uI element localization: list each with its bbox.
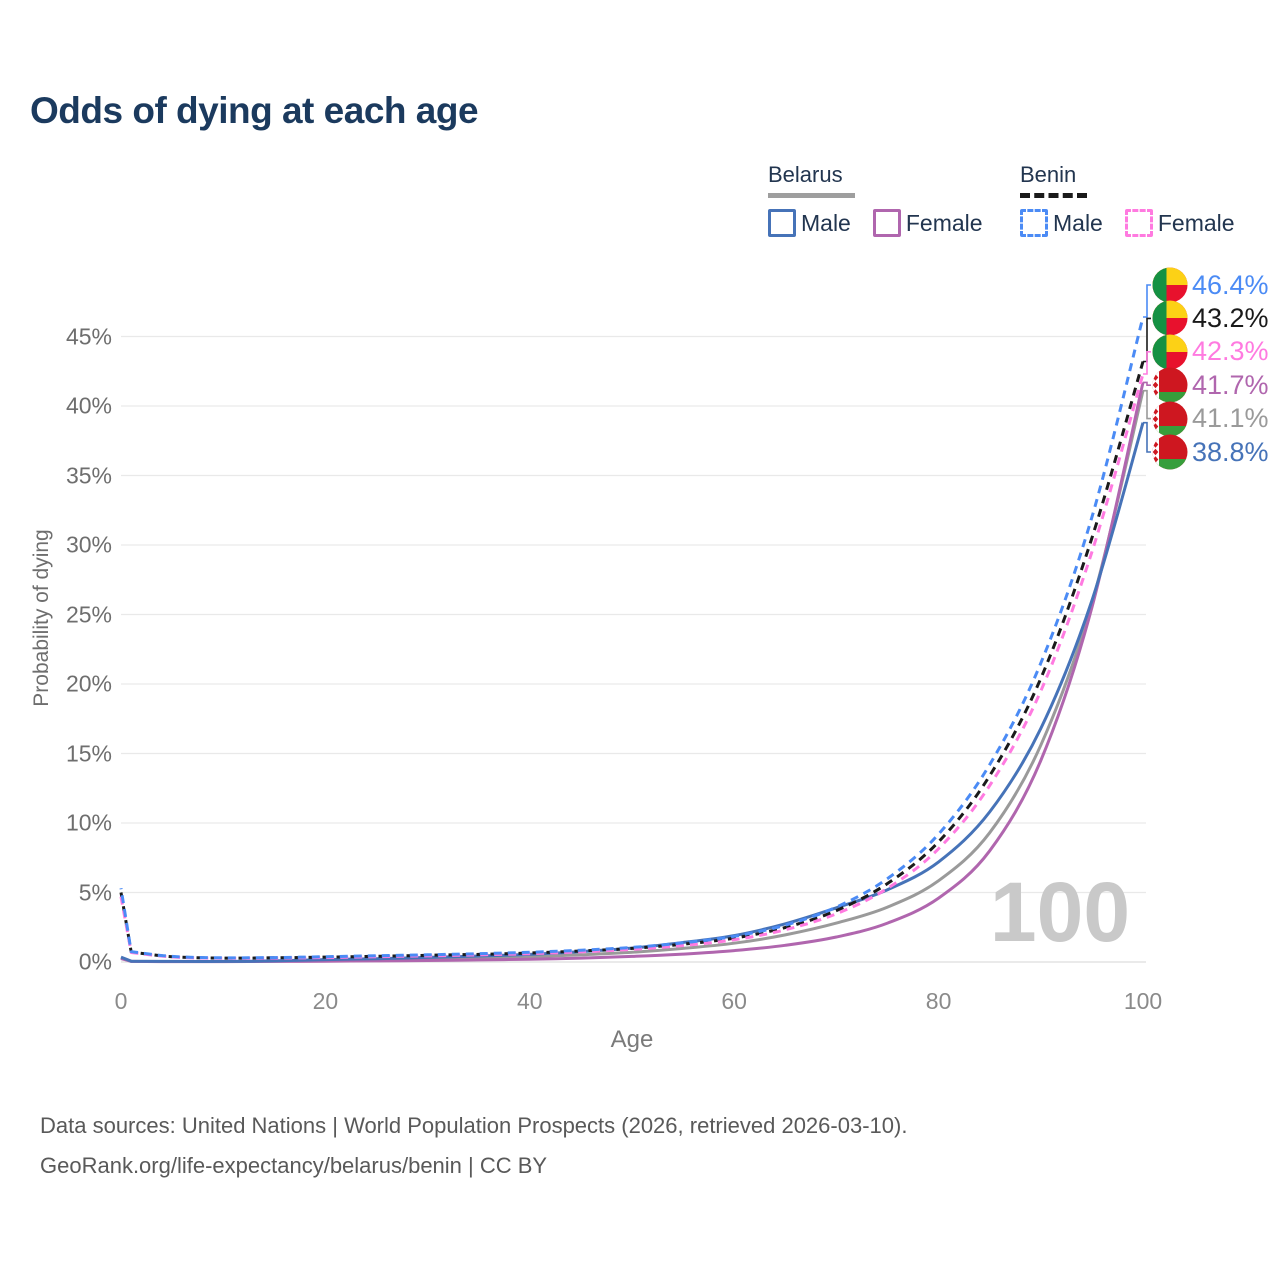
x-tick-label: 80 xyxy=(925,988,952,1014)
end-label-benin-female: 42.3% xyxy=(1152,334,1269,370)
end-label-benin-male: 46.4% xyxy=(1152,267,1269,303)
series-line-benin-female xyxy=(119,373,1145,960)
legend-item-benin-male[interactable]: Male xyxy=(1020,209,1103,237)
benin-male-swatch-icon xyxy=(1020,209,1048,237)
end-label-value: 46.4% xyxy=(1192,269,1269,300)
y-tick-label: 10% xyxy=(65,809,112,836)
end-label-connector xyxy=(1143,381,1151,386)
end-label-benin-total: 43.2% xyxy=(1152,300,1269,336)
series-line-belarus-male xyxy=(120,422,1145,963)
belarus-male-swatch-icon xyxy=(768,209,796,237)
y-tick-label: 30% xyxy=(65,531,112,558)
x-tick-label: 20 xyxy=(312,988,339,1014)
legend-belarus-label: Belarus xyxy=(768,162,843,187)
legend-item-belarus-male[interactable]: Male xyxy=(768,209,851,237)
end-label-belarus-female: 41.7% xyxy=(1152,367,1269,403)
end-label-value: 43.2% xyxy=(1192,302,1269,333)
legend-item-label: Male xyxy=(801,209,851,236)
end-label-connector xyxy=(1143,317,1151,363)
x-tick-label: 40 xyxy=(517,988,543,1014)
belarus-flag-icon xyxy=(1152,367,1188,403)
data-sources-line: Data sources: United Nations | World Pop… xyxy=(40,1113,908,1138)
x-tick-label: 60 xyxy=(721,988,747,1014)
belarus-flag-icon xyxy=(1152,434,1188,470)
y-axis-label: Probability of dying xyxy=(30,529,53,707)
end-label-connector xyxy=(1143,389,1151,420)
footer: Data sources: United Nations | World Pop… xyxy=(40,1106,907,1186)
page-title: Odds of dying at each age xyxy=(30,90,479,131)
legend-group-belarus: Belarus Male Female xyxy=(768,162,1005,237)
legend-item-label: Male xyxy=(1053,209,1103,236)
end-label-value: 41.1% xyxy=(1192,403,1269,434)
x-axis-label: Age xyxy=(610,1026,654,1053)
end-label-belarus-male: 38.8% xyxy=(1152,434,1269,470)
legend-benin-label: Benin xyxy=(1020,162,1077,187)
legend-item-belarus-female[interactable]: Female xyxy=(872,209,983,237)
x-tick-label: 100 xyxy=(1123,988,1163,1014)
y-tick-label: 15% xyxy=(65,740,112,766)
end-label-connector xyxy=(1143,421,1151,453)
series-line-benin-male xyxy=(119,316,1145,960)
benin-flag-icon xyxy=(1152,334,1188,370)
series-line-belarus-female xyxy=(120,382,1145,964)
y-tick-label: 0% xyxy=(78,948,112,975)
attribution-line: GeoRank.org/life-expectancy/belarus/beni… xyxy=(40,1153,548,1178)
age-watermark: 100 xyxy=(990,865,1130,959)
legend-item-label: Female xyxy=(905,209,983,236)
legend-item-benin-female[interactable]: Female xyxy=(1124,209,1235,237)
belarus-female-swatch-icon xyxy=(872,209,901,237)
end-label-connector xyxy=(1143,284,1151,318)
end-label-value: 42.3% xyxy=(1192,336,1269,367)
end-label-value: 38.8% xyxy=(1192,436,1269,467)
series-line-belarus-total xyxy=(120,390,1145,964)
series-line-benin-total xyxy=(119,361,1145,960)
y-tick-label: 35% xyxy=(65,462,112,488)
y-tick-label: 25% xyxy=(65,601,112,627)
legend-benin-line-style xyxy=(1020,193,1087,198)
y-tick-label: 40% xyxy=(65,392,112,419)
end-label-value: 41.7% xyxy=(1192,369,1269,400)
end-label-connector xyxy=(1143,351,1151,375)
y-tick-label: 20% xyxy=(65,670,112,697)
benin-flag-icon xyxy=(1152,300,1188,336)
legend-group-benin: Benin Male Female xyxy=(1020,162,1257,237)
benin-flag-icon xyxy=(1152,267,1188,303)
y-tick-label: 45% xyxy=(65,323,112,349)
benin-female-swatch-icon xyxy=(1124,209,1153,237)
legend-belarus-line-style xyxy=(768,193,855,198)
belarus-flag-icon xyxy=(1152,401,1188,437)
end-label-belarus-total: 41.1% xyxy=(1152,401,1269,437)
y-tick-label: 5% xyxy=(78,879,112,905)
x-tick-label: 0 xyxy=(114,988,128,1014)
legend-item-label: Female xyxy=(1157,209,1235,236)
